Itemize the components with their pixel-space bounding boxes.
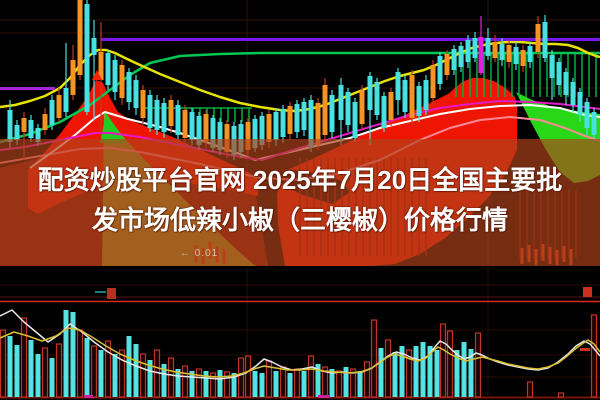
- volume-bar: [526, 381, 534, 398]
- volume-bar: [161, 364, 167, 397]
- volume-bar: [293, 368, 301, 398]
- volume-bar: [434, 350, 440, 397]
- caption-overlay: 配资炒股平台官网 2025年7月20日全国主要批 发市场低辣小椒（三樱椒）价格行…: [0, 139, 600, 266]
- volume-bar: [217, 370, 223, 397]
- volume-bar: [439, 323, 447, 398]
- volume-bar: [343, 367, 349, 397]
- volume-bar: [35, 354, 41, 397]
- volume-bar: [203, 371, 209, 397]
- volume-bar: [420, 342, 426, 397]
- volume-bar: [392, 352, 398, 397]
- volume-bar: [70, 312, 76, 397]
- volume-bar: [244, 355, 252, 398]
- volume-bar: [259, 373, 265, 397]
- volume-bar: [287, 373, 293, 397]
- volume-bar: [7, 336, 13, 397]
- volume-bar: [139, 353, 147, 398]
- volume-bar: [273, 371, 279, 397]
- volume-bar: [399, 346, 405, 397]
- volume-bar: [405, 349, 413, 398]
- volume-bar: [28, 340, 34, 397]
- volume-bar: [112, 354, 118, 397]
- volume-bar: [118, 349, 126, 398]
- volume-bar: [413, 346, 419, 397]
- volume-bar: [454, 350, 460, 397]
- volume-bar: [98, 350, 104, 397]
- volume-bar: [335, 370, 343, 398]
- volume-bar: [41, 347, 49, 398]
- tag-glyph-left: [107, 288, 116, 299]
- volume-bar: [349, 368, 357, 398]
- volume-bar: [446, 330, 454, 398]
- volume-bar: [195, 368, 203, 398]
- volume-bar: [55, 343, 63, 398]
- volume-ma-yellow: [0, 327, 600, 378]
- volume-bar: [76, 329, 84, 398]
- volume-bar: [468, 349, 474, 397]
- caption-line-2: 发市场低辣小椒（三樱椒）价格行情: [91, 205, 508, 235]
- green-triangle: [100, 113, 127, 143]
- volume-bar: [329, 369, 335, 397]
- buy-arrow-marker: [92, 70, 102, 80]
- volume-bar: [175, 369, 181, 397]
- volume-bar: [20, 317, 28, 398]
- volume-bar: [461, 342, 467, 397]
- volume-bar: [181, 365, 189, 398]
- volume-bar: [279, 366, 287, 398]
- volume-bar: [237, 357, 245, 398]
- volume-bar: [307, 355, 315, 398]
- volume-bar: [63, 310, 69, 397]
- volume-bar: [474, 332, 482, 398]
- volume-bar: [84, 338, 90, 397]
- volume-bar: [133, 344, 139, 397]
- volume-bar: [370, 319, 378, 398]
- volume-bar: [315, 364, 321, 397]
- volume-bar: [147, 360, 153, 397]
- magenta-dash-1: [84, 395, 93, 398]
- caption-line-1: 配资炒股平台官网 2025年7月20日全国主要批: [37, 165, 563, 195]
- volume-bar: [104, 340, 112, 398]
- price-low-annotation: ← 0.01: [180, 248, 219, 259]
- volume-bar: [0, 329, 7, 398]
- volume-bar: [90, 345, 98, 398]
- volume-bar: [167, 357, 175, 398]
- volume-bar: [252, 371, 258, 397]
- volume-bar: [231, 373, 237, 397]
- tag-glyph-right: [583, 287, 592, 297]
- red-dash-right: [580, 348, 590, 351]
- volume-bar: [126, 336, 132, 397]
- volume-bar: [223, 371, 231, 398]
- volume-bar: [49, 358, 55, 397]
- volume-panel: [0, 266, 600, 400]
- volume-bar: [378, 348, 384, 397]
- volume-bar: [384, 339, 392, 398]
- volume-bar: [590, 314, 598, 398]
- volume-bar: [301, 371, 307, 397]
- teal-dash: [95, 291, 106, 293]
- volume-bar: [209, 372, 217, 398]
- volume-bar: [557, 392, 565, 398]
- volume-bar: [357, 371, 363, 397]
- volume-bar: [427, 346, 433, 397]
- volume-bar: [189, 371, 195, 397]
- magenta-dash-2: [318, 395, 330, 398]
- volume-bar: [14, 345, 20, 397]
- volume-bar: [363, 361, 371, 398]
